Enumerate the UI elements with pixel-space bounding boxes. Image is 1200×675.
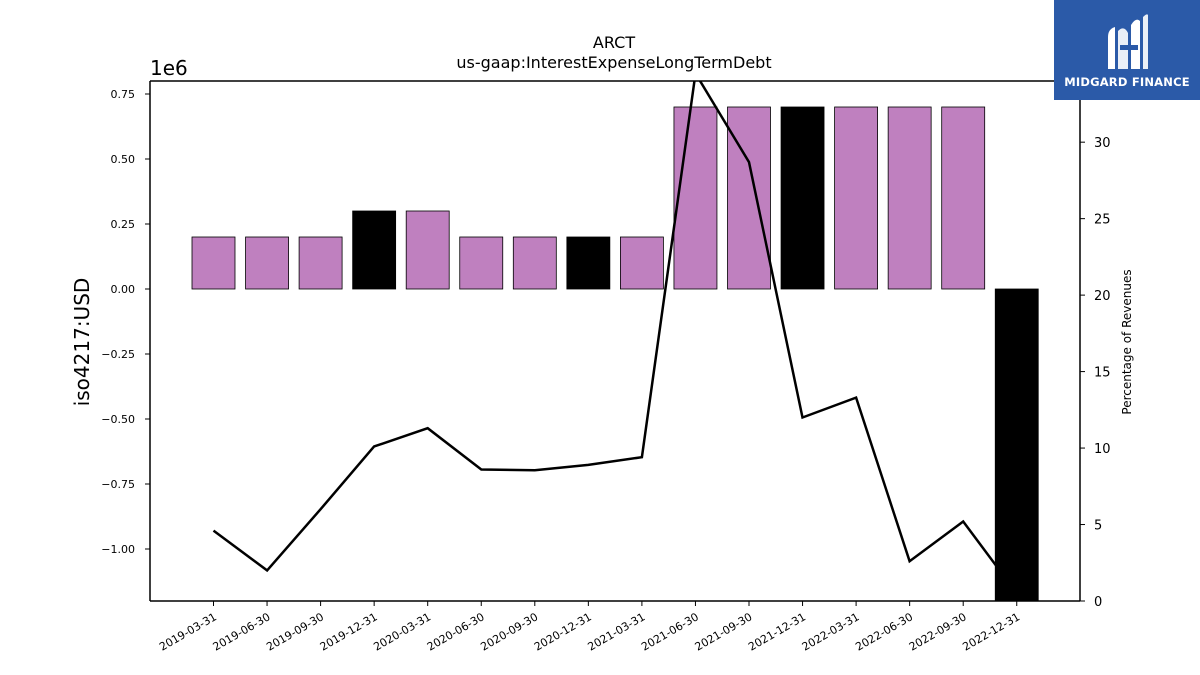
midgard-finance-logo: MIDGARD FINANCE	[1054, 0, 1200, 100]
y-tick-label: −0.75	[101, 478, 135, 491]
bar-2020-09-30	[512, 236, 557, 290]
x-tick-label: 2020-12-31	[532, 610, 594, 653]
x-tick-label: 2020-09-30	[478, 610, 540, 653]
y2-tick-label: 25	[1094, 213, 1111, 228]
bar-2020-03-31	[405, 210, 450, 290]
bar-2022-06-30	[887, 106, 932, 290]
bars-group	[191, 106, 1039, 602]
x-tick-label: 2019-09-30	[264, 610, 326, 653]
x-tick-label: 2020-03-31	[371, 610, 433, 653]
bar-2021-12-31	[780, 106, 825, 290]
x-tick-label: 2021-06-30	[639, 610, 701, 653]
chart-subtitle: us-gaap:InterestExpenseLongTermDebt	[456, 53, 771, 72]
y-tick-label: −1.00	[101, 543, 135, 556]
y-tick-label: −0.25	[101, 348, 135, 361]
line-series-percentage	[212, 81, 1018, 595]
y-tick-label: 0.25	[111, 218, 136, 231]
y2-tick-label: 0	[1094, 595, 1102, 610]
bar-2019-06-30	[245, 236, 289, 290]
x-tick-label: 2019-12-31	[318, 610, 380, 653]
y-tick-label: 0.00	[111, 283, 136, 296]
y2-tick-label: 5	[1094, 519, 1102, 534]
y2-tick-label: 20	[1094, 289, 1111, 304]
x-tick-label: 2019-06-30	[211, 610, 273, 653]
x-tick-label: 2021-12-31	[746, 610, 808, 653]
midgard-logo-icon	[1108, 14, 1148, 70]
bar-2022-12-31	[994, 288, 1039, 602]
bar-2022-09-30	[941, 106, 986, 290]
bar-2022-03-31	[834, 106, 878, 290]
x-tick-label: 2022-06-30	[853, 610, 915, 653]
bar-2019-09-30	[298, 236, 343, 290]
y2-tick-label: 15	[1094, 366, 1111, 381]
logo-text: MIDGARD FINANCE	[1064, 75, 1190, 89]
x-tick-label: 2019-03-31	[157, 610, 219, 653]
line-group	[212, 81, 1018, 595]
y2-axis-label: Percentage of Revenues	[1120, 269, 1134, 414]
y-axis-label: iso4217:USD	[70, 278, 94, 407]
y2-tick-label: 10	[1094, 442, 1111, 457]
x-tick-label: 2021-03-31	[586, 610, 648, 653]
bar-2019-12-31	[352, 210, 397, 290]
x-tick-label: 2022-12-31	[960, 610, 1022, 653]
bar-2021-06-30	[673, 106, 718, 290]
x-tick-label: 2022-09-30	[907, 610, 969, 653]
bar-2021-03-31	[620, 236, 664, 290]
bar-2020-12-31	[566, 236, 611, 290]
y-tick-label: −0.50	[101, 413, 135, 426]
bar-2020-06-30	[459, 236, 504, 290]
x-tick-label: 2022-03-31	[800, 610, 862, 653]
chart-title: ARCT	[593, 33, 635, 52]
x-tick-label: 2021-09-30	[693, 610, 755, 653]
bar-2019-03-31	[191, 236, 236, 290]
y-offset-text: 1e6	[150, 56, 188, 80]
y2-tick-label: 30	[1094, 136, 1111, 151]
y-tick-label: 0.50	[111, 153, 136, 166]
x-tick-label: 2020-06-30	[425, 610, 487, 653]
bar-2021-09-30	[727, 106, 771, 290]
y-tick-label: 0.75	[111, 88, 136, 101]
